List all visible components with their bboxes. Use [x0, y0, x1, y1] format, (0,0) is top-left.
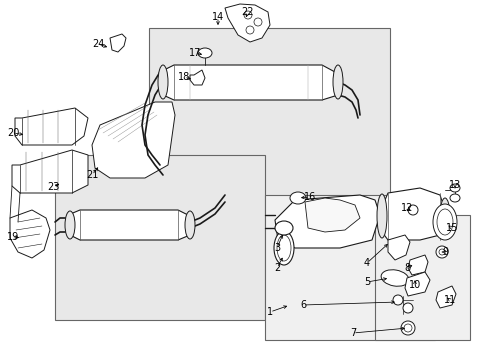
Bar	[149, 28, 389, 198]
Ellipse shape	[400, 321, 414, 335]
Polygon shape	[10, 210, 50, 258]
Text: 23: 23	[47, 182, 59, 192]
Text: 9: 9	[441, 247, 447, 257]
Polygon shape	[15, 108, 88, 145]
Text: 17: 17	[188, 48, 201, 58]
Polygon shape	[92, 102, 175, 178]
Ellipse shape	[244, 11, 251, 19]
Text: 16: 16	[303, 192, 315, 202]
Ellipse shape	[289, 192, 305, 204]
Bar	[55, 155, 264, 320]
Polygon shape	[379, 188, 444, 240]
Text: 22: 22	[241, 7, 254, 17]
Polygon shape	[404, 272, 429, 296]
Text: 2: 2	[273, 263, 280, 273]
Polygon shape	[190, 70, 204, 85]
Ellipse shape	[276, 235, 290, 261]
Ellipse shape	[435, 246, 447, 258]
Ellipse shape	[432, 204, 456, 240]
Text: 18: 18	[178, 72, 190, 82]
Text: 13: 13	[448, 180, 460, 190]
Ellipse shape	[245, 26, 253, 34]
Text: 21: 21	[85, 170, 98, 180]
Ellipse shape	[380, 270, 408, 286]
Text: 3: 3	[273, 243, 280, 253]
Ellipse shape	[438, 249, 444, 255]
Polygon shape	[435, 286, 455, 308]
Ellipse shape	[392, 295, 402, 305]
Ellipse shape	[253, 18, 262, 26]
Polygon shape	[160, 65, 337, 100]
Ellipse shape	[184, 211, 195, 239]
Ellipse shape	[376, 194, 386, 238]
Text: 6: 6	[299, 300, 305, 310]
Ellipse shape	[436, 209, 452, 235]
Bar	[264, 195, 434, 340]
Polygon shape	[305, 198, 359, 232]
Ellipse shape	[198, 48, 212, 58]
Ellipse shape	[65, 211, 75, 239]
Text: 24: 24	[92, 39, 104, 49]
Text: 8: 8	[403, 263, 409, 273]
Text: 20: 20	[7, 128, 19, 138]
Ellipse shape	[439, 198, 449, 234]
Ellipse shape	[402, 303, 412, 313]
Text: 15: 15	[445, 223, 457, 233]
Text: 10: 10	[408, 280, 420, 290]
Ellipse shape	[158, 65, 168, 99]
Polygon shape	[224, 4, 269, 42]
Ellipse shape	[403, 324, 411, 332]
Text: 1: 1	[266, 307, 272, 317]
Polygon shape	[387, 235, 409, 260]
Ellipse shape	[274, 221, 292, 235]
Polygon shape	[407, 255, 427, 275]
Ellipse shape	[449, 184, 459, 192]
Text: 5: 5	[363, 277, 369, 287]
Polygon shape	[274, 195, 379, 248]
Bar	[374, 215, 469, 340]
Text: 7: 7	[349, 328, 355, 338]
Polygon shape	[68, 210, 190, 240]
Ellipse shape	[273, 231, 293, 265]
Ellipse shape	[449, 194, 459, 202]
Text: 12: 12	[400, 203, 412, 213]
Ellipse shape	[332, 65, 342, 99]
Polygon shape	[12, 150, 88, 193]
Text: 14: 14	[211, 12, 224, 22]
Ellipse shape	[407, 205, 417, 215]
Text: 11: 11	[443, 295, 455, 305]
Polygon shape	[110, 34, 126, 52]
Text: 4: 4	[363, 258, 369, 268]
Text: 19: 19	[7, 232, 19, 242]
